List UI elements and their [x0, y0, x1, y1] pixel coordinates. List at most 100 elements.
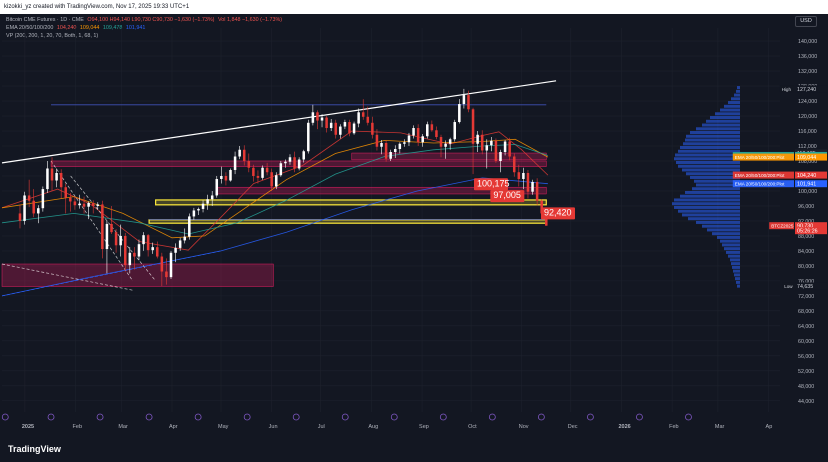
candle-body: [73, 201, 77, 206]
economic-event-icon: [96, 413, 104, 421]
axis-price-badge: [795, 222, 827, 230]
candle-body: [82, 203, 86, 207]
candle-body: [279, 163, 283, 176]
candle-body: [275, 175, 278, 187]
zone-yellow: [155, 199, 547, 206]
candle-body: [526, 172, 530, 192]
volume-profile-bar: [726, 250, 740, 254]
price-callout-label: 92,420: [544, 207, 572, 217]
volume-profile-bar: [702, 123, 740, 127]
y-tick-label: 112,000: [798, 144, 817, 150]
candle-body: [375, 134, 379, 147]
candle-body: [192, 210, 196, 217]
legend-ema50: 109,044: [79, 25, 100, 31]
candle-body: [201, 203, 205, 209]
x-tick-label: Dec: [568, 424, 578, 430]
economic-event-icon: [685, 413, 692, 421]
candle-body: [389, 152, 392, 159]
candle-body: [297, 159, 301, 169]
axis-price-badge: [795, 85, 827, 93]
axis-price-badge: [795, 180, 827, 188]
volume-profile-bar: [674, 205, 740, 209]
y-tick-label: 120,000: [798, 114, 817, 120]
candle-body: [46, 168, 49, 190]
volume-profile-bar: [692, 187, 740, 191]
economic-event-icon: [537, 413, 545, 421]
economic-event-icon: [145, 413, 153, 421]
candle-body: [494, 140, 498, 161]
volume-profile-bar: [674, 198, 740, 202]
price-callout-label: 97,005: [493, 190, 521, 200]
candle-body: [407, 135, 411, 143]
candle-body: [467, 95, 470, 110]
candle-body: [490, 140, 493, 146]
axis-prefix-label: High: [782, 87, 792, 92]
volume-profile-bar: [736, 89, 740, 93]
candle-body: [256, 175, 260, 178]
candle-body: [252, 167, 255, 176]
economic-event-icon: [1, 413, 9, 421]
candle-body: [270, 172, 273, 187]
x-tick-label: Mar: [118, 424, 128, 430]
candle-body: [146, 235, 150, 251]
economic-event-icon: [243, 413, 251, 421]
candle-body: [156, 247, 159, 257]
candle-body: [142, 235, 145, 245]
candle-body: [508, 141, 511, 157]
volume-profile-bar: [720, 108, 740, 112]
candle-body: [430, 124, 434, 131]
volume-profile-bar: [678, 164, 740, 168]
volume-profile-bar: [694, 179, 740, 183]
candle-body: [371, 122, 374, 135]
candle-body: [284, 161, 287, 164]
x-tick-label: Jul: [318, 424, 325, 430]
zone-yellow: [148, 219, 547, 224]
trendline: [1, 250, 222, 297]
price-chart[interactable]: 100,175 97,005 92,420 140,000 136,000 132,000…: [0, 0, 828, 438]
legend-symbol: Bitcoin CME Futures · 1D · CME: [6, 17, 84, 23]
volume-profile-bar: [680, 194, 740, 198]
axis-price-badge-label: 74,635: [797, 284, 813, 290]
axis-price-badge-label: 104,240: [797, 173, 816, 179]
candle-body: [69, 197, 72, 202]
trendline: [50, 160, 134, 282]
axis-prefix-label: BTCZ2025: [771, 224, 794, 229]
volume-profile-bar: [734, 273, 740, 277]
candle-body: [183, 236, 186, 241]
economic-event-icon: [636, 413, 643, 421]
candle-body: [114, 232, 118, 246]
x-tick-label: Feb: [73, 424, 82, 430]
axis-price-badge-label: 109,044: [797, 155, 816, 161]
volume-profile-bar: [717, 235, 740, 239]
candle-body: [50, 168, 54, 181]
y-tick-label: 124,000: [798, 99, 817, 105]
volume-profile-bar: [682, 168, 740, 172]
currency-button[interactable]: USD: [795, 16, 817, 27]
price-callout: [490, 190, 525, 203]
candle-body: [361, 112, 365, 117]
x-tick-label: Feb: [669, 424, 678, 430]
legend-ema100: 109,478: [102, 25, 123, 31]
candle-body: [137, 244, 141, 257]
candle-body: [311, 112, 315, 123]
candle-body: [485, 145, 489, 151]
candle-body: [32, 200, 35, 214]
economic-event-icon: [390, 413, 398, 421]
candle-body: [453, 122, 457, 140]
economic-event-icon: [194, 413, 202, 421]
candle-body: [78, 203, 81, 206]
x-tick-label: Ap: [766, 424, 773, 430]
tradingview-logo: TradingView: [8, 444, 61, 454]
y-tick-label: 116,000: [798, 129, 817, 135]
x-tick-label: Oct: [468, 424, 477, 430]
y-tick-label: 96,000: [798, 204, 814, 210]
volume-profile-bar: [731, 262, 740, 266]
x-tick-label: Sep: [419, 424, 429, 430]
candle-body: [439, 137, 443, 147]
volume-profile-bar: [736, 280, 740, 284]
candle-body: [41, 189, 45, 209]
axis-prefix-badge: [769, 222, 794, 230]
legend: Bitcoin CME Futures · 1D · CME O94,100 H…: [6, 16, 284, 40]
candle-body: [540, 200, 543, 214]
volume-profile-bar: [690, 131, 740, 135]
